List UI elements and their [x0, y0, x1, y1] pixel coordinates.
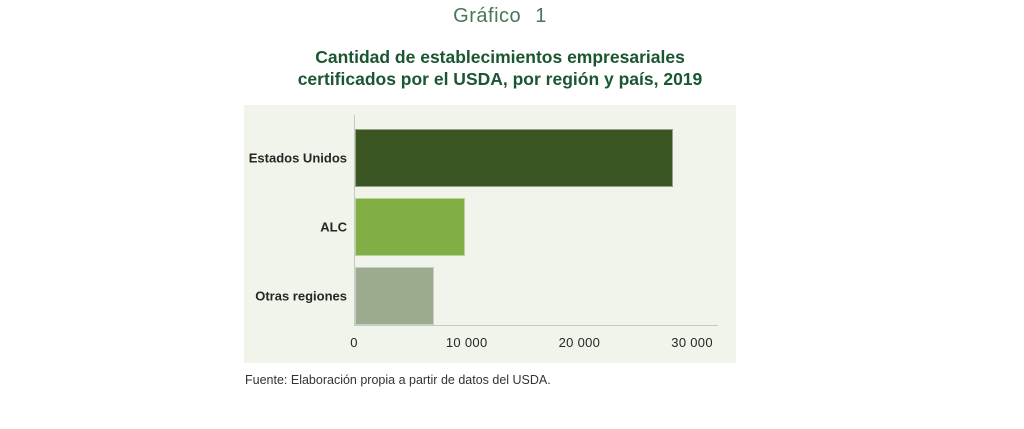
source-note: Fuente: Elaboración propia a partir de d… [245, 373, 551, 387]
category-label-otras-regiones: Otras regiones [255, 288, 347, 304]
x-tick-label-10000: 10 000 [445, 335, 488, 350]
chart-title-line2: certificados por el USDA, por región y p… [297, 69, 703, 89]
category-label-estados-unidos: Estados Unidos [248, 150, 347, 166]
bar-alc [355, 198, 465, 256]
x-tick-label-0: 0 [350, 335, 358, 350]
bar-otras-regiones [355, 267, 434, 325]
y-axis-line [354, 115, 355, 325]
figure-kicker: Gráfico 1 [453, 5, 547, 27]
x-tick-label-20000: 20 000 [558, 335, 601, 350]
bar-estados-unidos [355, 129, 673, 187]
plot-area: Estados Unidos ALC Otras regiones 0 10 000 20… [244, 105, 736, 363]
x-axis-line [354, 325, 718, 326]
category-label-alc: ALC [320, 219, 347, 235]
chart-panel: Estados Unidos ALC Otras regiones 0 10 000 20… [244, 105, 736, 363]
chart-title-line1: Cantidad de establecimientos empresarial… [315, 47, 685, 67]
chart-title: Cantidad de establecimientos empresarial… [0, 46, 1000, 90]
x-tick-label-30000: 30 000 [671, 335, 713, 350]
